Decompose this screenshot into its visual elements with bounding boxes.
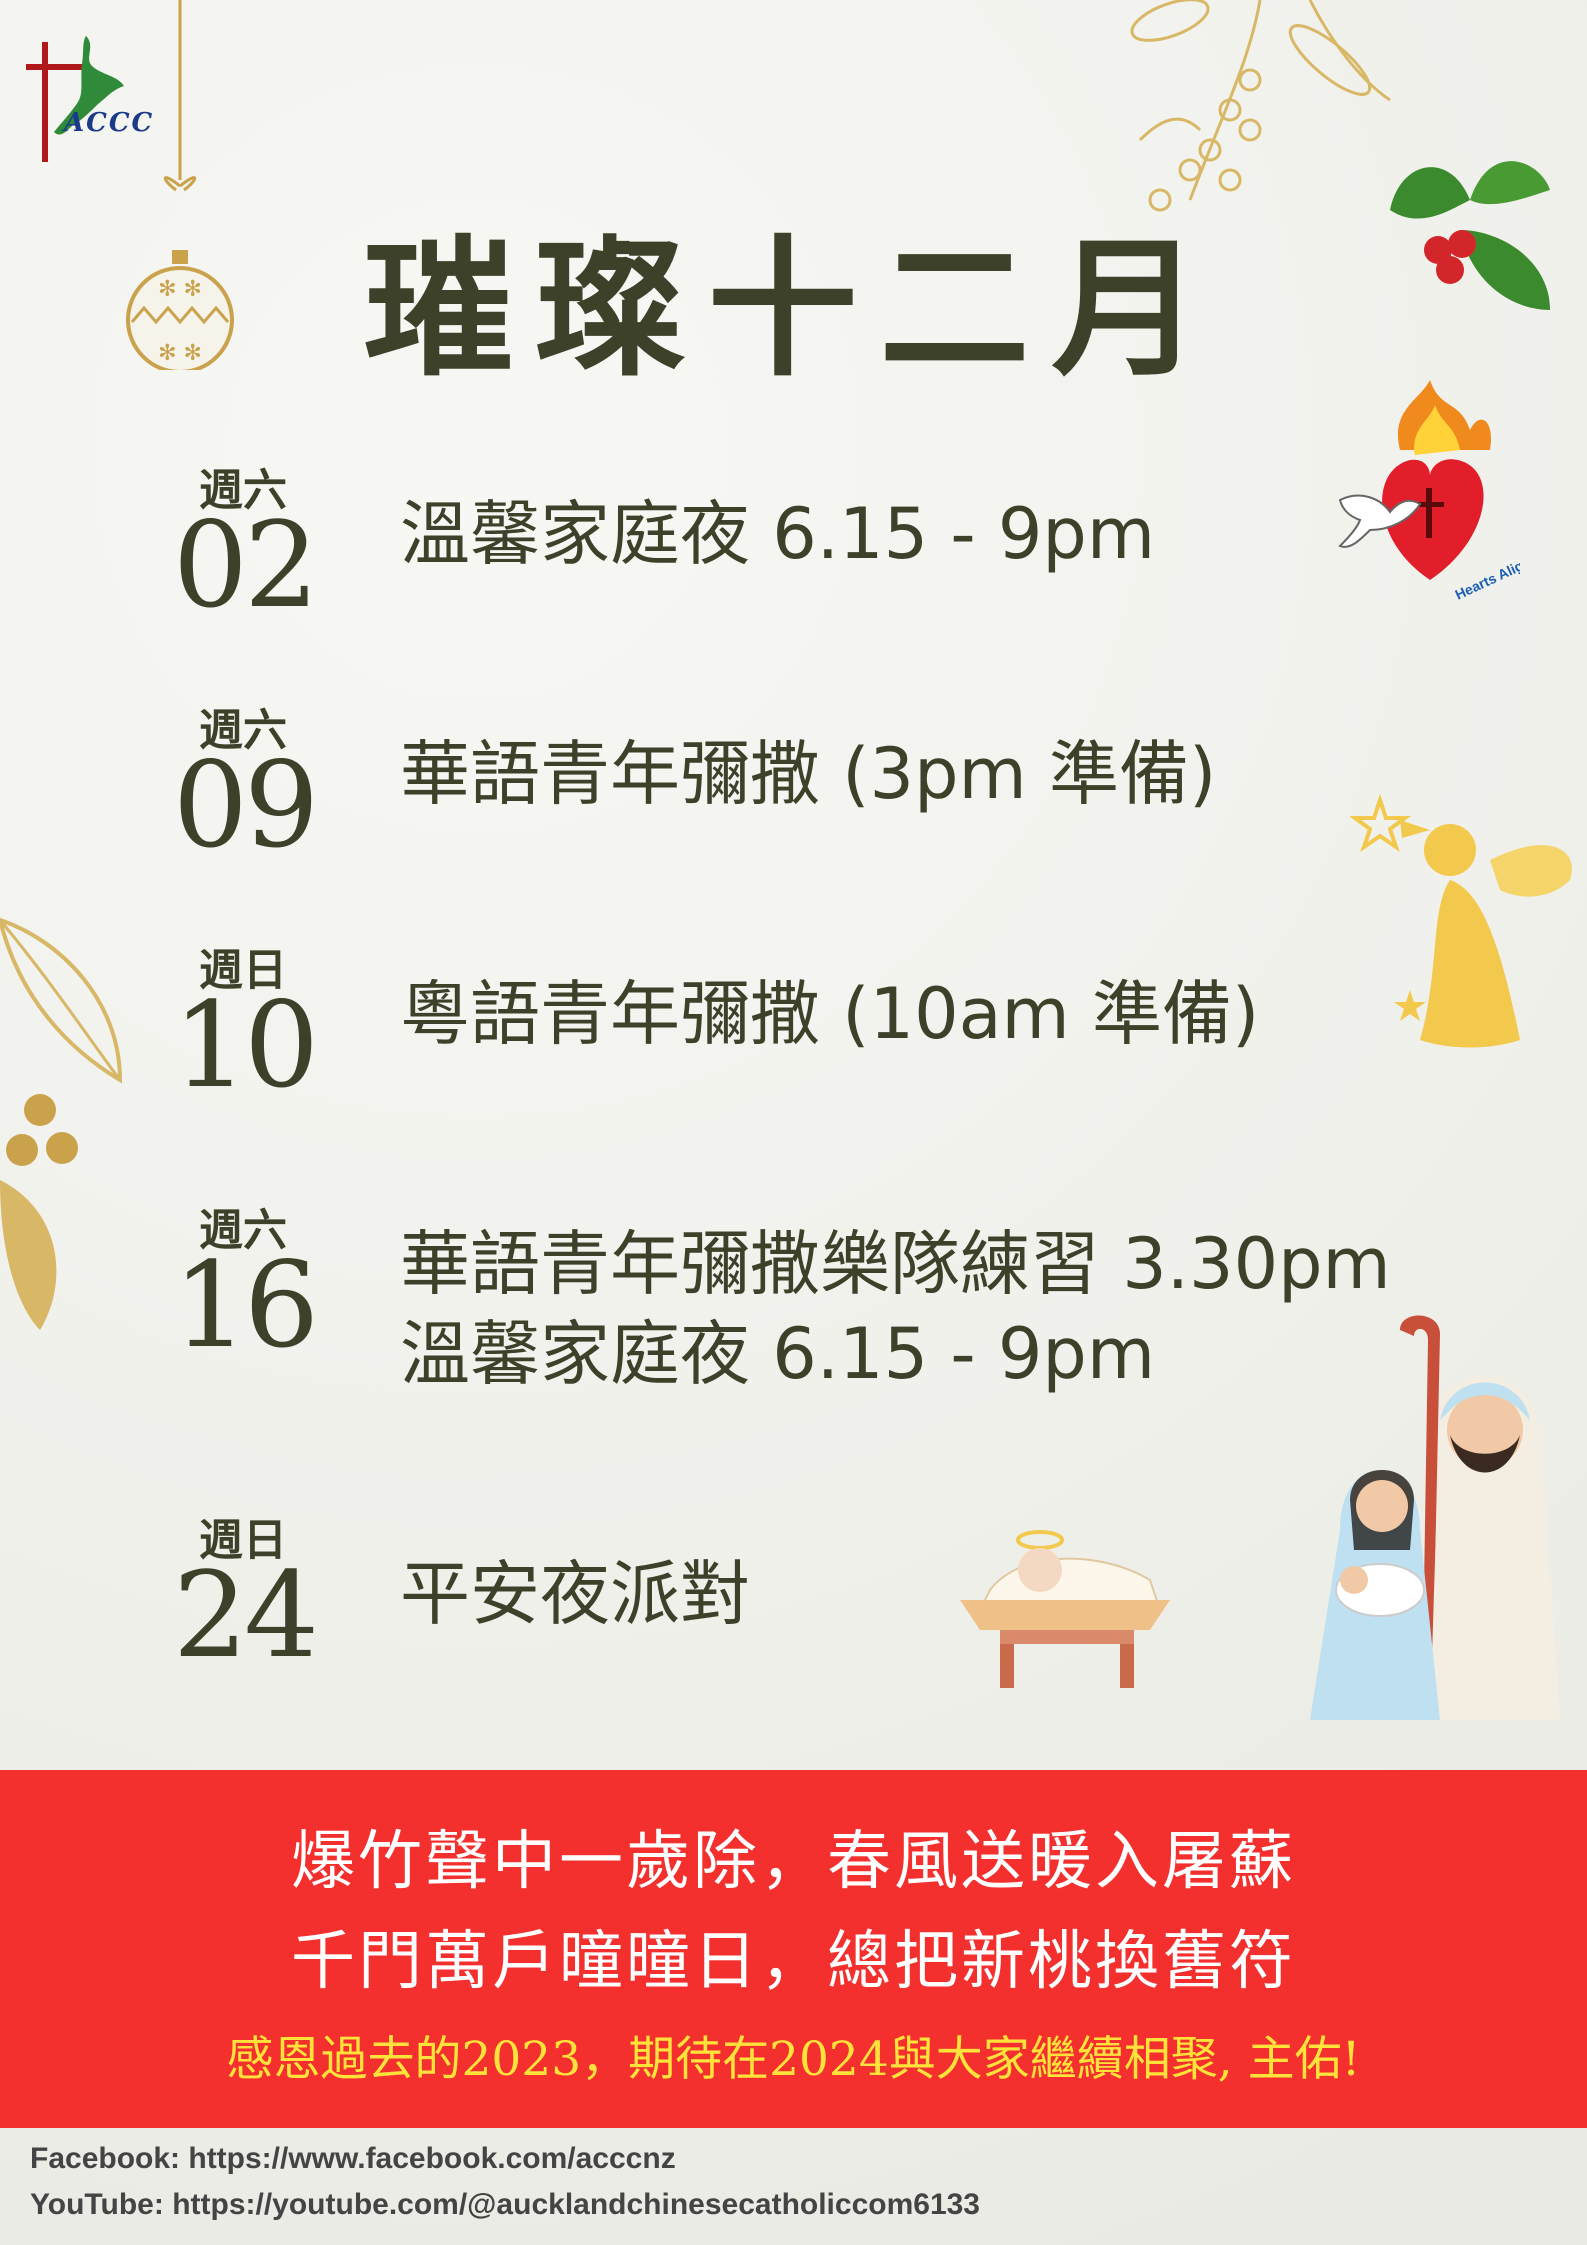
svg-text:✻ ✻: ✻ ✻ xyxy=(158,277,202,302)
facebook-link[interactable]: Facebook: https://www.facebook.com/acccn… xyxy=(30,2142,676,2175)
svg-text:✻ ✻: ✻ ✻ xyxy=(158,341,202,366)
event-day: 24 xyxy=(172,1546,319,1684)
manger-icon xyxy=(960,1530,1170,1688)
poem-line-1: 爆竹聲中一歲除，春風送暖入屠蘇 xyxy=(291,1825,1296,1899)
event-day: 16 xyxy=(172,1236,319,1374)
poem-line-2: 千門萬戶曈曈日，總把新桃換舊符 xyxy=(291,1925,1296,1999)
event-line: 平安夜派對 xyxy=(400,1553,750,1635)
cross-map-icon xyxy=(26,36,124,162)
event-item: 週六 02 溫馨家庭夜 6.15 - 9pm xyxy=(0,448,1587,648)
event-line: 華語青年彌撒樂隊練習 3.30pm xyxy=(400,1223,1391,1305)
page-title: 璀璨十二月 xyxy=(363,223,1224,397)
event-line: 溫馨家庭夜 6.15 - 9pm xyxy=(400,493,1156,575)
event-day: 10 xyxy=(172,976,319,1114)
event-item: 週日 10 粵語青年彌撒 (10am 準備) xyxy=(0,928,1587,1128)
event-line: 華語青年彌撒 (3pm 準備) xyxy=(400,733,1217,815)
event-weekday: 週日 xyxy=(199,945,287,996)
event-weekday: 週六 xyxy=(199,705,287,756)
gold-branch-icon xyxy=(1130,0,1391,212)
event-day: 09 xyxy=(172,736,319,874)
christmas-ornament-icon: ✻ ✻ ✻ ✻ xyxy=(126,0,234,370)
event-item: 週六 09 華語青年彌撒 (3pm 準備) xyxy=(0,688,1587,888)
event-weekday: 週日 xyxy=(199,1515,287,1566)
event-line: 粵語青年彌撒 (10am 準備) xyxy=(400,973,1260,1055)
logo-text: ACCC xyxy=(64,108,155,138)
event-item: 週日 24 平安夜派對 xyxy=(0,1498,1587,1698)
event-weekday: 週六 xyxy=(199,1205,287,1256)
holly-icon xyxy=(1390,161,1550,310)
thanks-message: 感恩過去的2023，期待在2024與大家繼續相聚, 主佑! xyxy=(226,2032,1361,2087)
greeting-banner: 爆竹聲中一歲除，春風送暖入屠蘇 千門萬戶曈曈日，總把新桃換舊符 感恩過去的202… xyxy=(0,1770,1587,2128)
angel-icon xyxy=(1350,793,1572,1048)
event-weekday: 週六 xyxy=(199,465,287,516)
holy-family-icon xyxy=(1310,1315,1560,1720)
event-day: 02 xyxy=(172,496,319,634)
hearts-alight-icon: Hearts Alight xyxy=(1338,380,1520,603)
event-item: 週六 16 華語青年彌撒樂隊練習 3.30pm 溫馨家庭夜 6.15 - 9pm xyxy=(0,1188,1587,1395)
youtube-link[interactable]: YouTube: https://youtube.com/@aucklandch… xyxy=(30,2188,980,2221)
badge-text: Hearts Alight xyxy=(1453,551,1520,602)
accc-logo xyxy=(26,28,136,168)
gold-leaves-icon xyxy=(0,917,123,1330)
event-line: 溫馨家庭夜 6.15 - 9pm xyxy=(400,1313,1156,1395)
